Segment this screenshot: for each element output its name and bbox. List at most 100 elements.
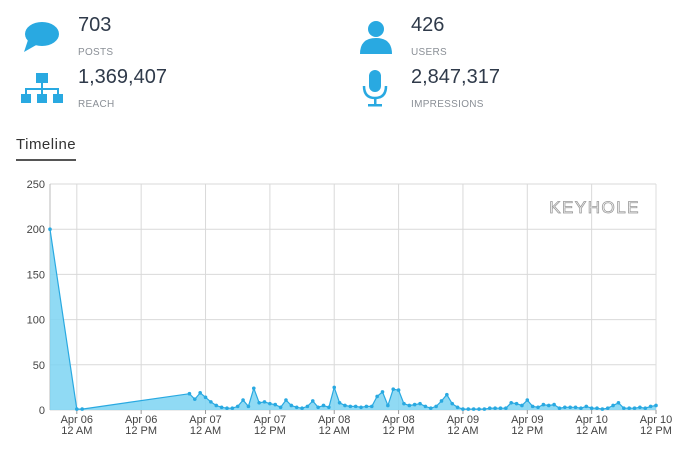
point	[369, 404, 374, 409]
point	[300, 406, 304, 410]
point	[541, 402, 546, 407]
point	[348, 404, 353, 409]
point	[214, 403, 219, 408]
impressions-icon	[362, 70, 388, 107]
point	[412, 402, 417, 407]
point	[396, 388, 401, 392]
point	[654, 403, 658, 408]
y-tick-label: 0	[39, 405, 45, 417]
point	[600, 407, 605, 411]
point	[294, 405, 299, 410]
point	[380, 390, 385, 394]
point	[616, 400, 621, 405]
point	[327, 405, 331, 410]
point	[638, 405, 642, 410]
timeline-tab[interactable]: Timeline	[16, 136, 77, 161]
y-tick-label: 250	[27, 179, 45, 191]
line	[49, 229, 657, 410]
stat-value: 426	[411, 14, 445, 36]
point	[418, 401, 422, 406]
point	[605, 406, 610, 410]
point	[321, 403, 326, 408]
point	[525, 398, 530, 402]
point	[48, 227, 52, 231]
point	[568, 405, 572, 410]
point	[343, 403, 347, 408]
x-tick-label: Apr 07 12 PM	[253, 414, 287, 437]
y-tick-label: 150	[27, 269, 45, 281]
stat-icons	[21, 21, 392, 107]
point	[386, 403, 390, 408]
point	[316, 405, 320, 410]
point	[332, 385, 337, 390]
point	[627, 406, 631, 410]
point	[278, 405, 283, 410]
point	[428, 406, 433, 410]
point	[611, 403, 615, 408]
point	[364, 404, 369, 409]
point	[498, 406, 503, 410]
point	[493, 406, 497, 410]
point	[268, 401, 272, 406]
point	[241, 398, 245, 402]
point	[648, 404, 653, 409]
point	[514, 401, 519, 406]
x-tick-label: Apr 06 12 PM	[124, 414, 158, 437]
point	[643, 406, 648, 410]
point	[402, 401, 406, 406]
point	[187, 391, 192, 396]
point	[461, 407, 465, 411]
point	[466, 407, 471, 411]
point	[391, 387, 396, 392]
point	[75, 407, 79, 411]
point	[251, 386, 256, 391]
point	[230, 406, 235, 410]
point	[439, 399, 444, 403]
x-tick-label: Apr 08 12 PM	[382, 414, 415, 437]
x-tick-label: Apr 09 12 PM	[511, 414, 544, 437]
watermark: KEYHOLE	[549, 198, 640, 217]
point	[579, 406, 583, 410]
x-tick-label: Apr 07 12 AM	[189, 414, 222, 437]
point	[262, 400, 267, 404]
stat-label: USERS	[411, 47, 447, 58]
point	[546, 403, 551, 408]
reach-icon	[21, 73, 63, 103]
point	[563, 405, 567, 410]
point	[359, 405, 363, 410]
point	[632, 406, 637, 410]
point	[423, 404, 428, 409]
posts-icon	[24, 22, 59, 52]
point	[289, 403, 294, 408]
x-tick-label: Apr 08 12 AM	[318, 414, 351, 437]
stat-value: 703	[78, 14, 112, 36]
point	[80, 407, 84, 411]
y-tick-label: 200	[27, 224, 45, 236]
point	[445, 392, 449, 397]
point	[584, 404, 589, 409]
point	[573, 405, 578, 410]
stat-value: 2,847,317	[411, 66, 500, 88]
point	[536, 405, 540, 410]
point	[209, 400, 213, 404]
point	[407, 403, 412, 408]
stat-label: POSTS	[78, 47, 114, 58]
x-tick-label: Apr 10 12 AM	[575, 414, 608, 437]
point	[509, 400, 514, 405]
stat-label: IMPRESSIONS	[411, 99, 484, 110]
point	[455, 405, 460, 410]
point	[482, 407, 487, 411]
point	[520, 403, 524, 408]
point	[434, 404, 438, 409]
x-tick-label: Apr 10 12 PM	[639, 414, 673, 437]
point	[337, 400, 342, 405]
x-tick-label: Apr 09 12 AM	[446, 414, 480, 437]
stat-label: REACH	[78, 99, 115, 110]
point	[203, 395, 208, 400]
point	[450, 401, 455, 406]
point	[219, 405, 224, 410]
y-tick-label: 50	[33, 360, 45, 372]
point	[504, 406, 508, 410]
point	[487, 406, 492, 410]
